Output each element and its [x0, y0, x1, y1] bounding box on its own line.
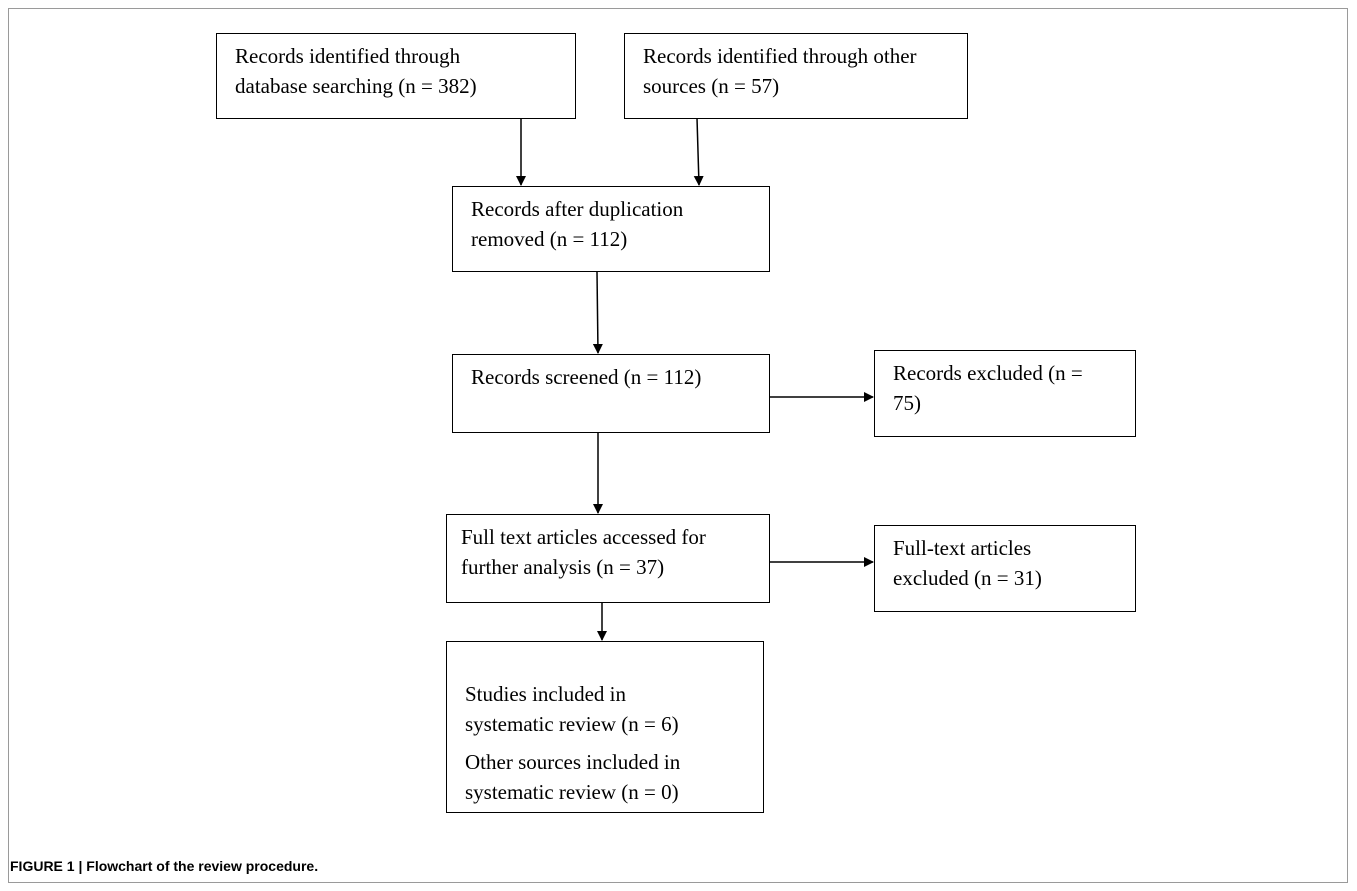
- box-records-screened: Records screened (n = 112): [452, 354, 770, 433]
- arrow-dedup-to-screened: [592, 271, 603, 354]
- box-after-duplication-removed: Records after duplication removed (n = 1…: [452, 186, 770, 272]
- box-records-excluded: Records excluded (n = 75): [874, 350, 1136, 437]
- figure-caption: FIGURE 1 | Flowchart of the review proce…: [10, 858, 319, 874]
- box-included-in-review: Studies included in systematic review (n…: [446, 641, 764, 813]
- included-other-sources-text: Other sources included in systematic rev…: [465, 750, 681, 804]
- included-studies-text: Studies included in systematic review (n…: [465, 682, 679, 736]
- arrow-other-to-dedup: [693, 117, 704, 186]
- box-full-text-articles: Full text articles accessed for further …: [446, 514, 770, 603]
- box-other-sources: Records identified through other sources…: [624, 33, 968, 119]
- box-database-searching: Records identified through database sear…: [216, 33, 576, 119]
- box-full-text-excluded: Full-text articles excluded (n = 31): [874, 525, 1136, 612]
